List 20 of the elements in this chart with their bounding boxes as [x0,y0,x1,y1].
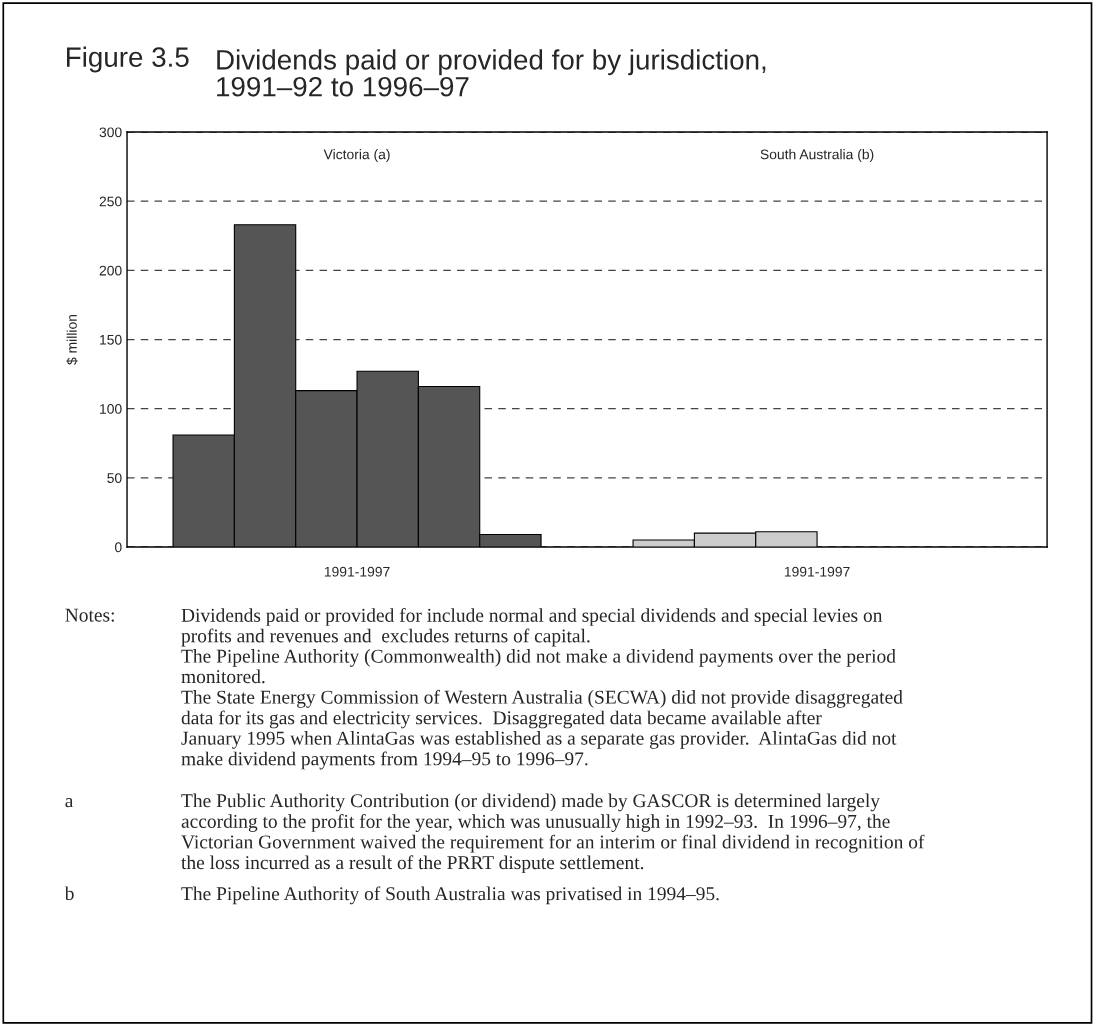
y-tick-label: 0 [114,542,122,553]
text: The Public Authority Contribution (or dividend) made by GASCOR is determined largely according to the profit for the year, which was unusually high in 1992–93. In 1996–97, the Victorian Government waived the requirement for an interim or final dividend in recognition of the loss incurred as a result of the PRRT dispute settlement. [181,793,925,874]
text: b [64,886,74,901]
y-tick-label: 50 [107,473,122,483]
annotation: South Australia (b) [760,149,874,163]
x-tick-label: 1991-1997 [784,566,850,577]
text: Dividends paid or provided for include normal and special dividends and special levies on profits and revenues and excludes returns of capital. The Pipeline Authority (Commonwealth) did not make a dividend payments over the period monitored. The State Energy Commission of Western Australia (SECWA) did not provide disaggregated data for its gas and electricity services. Disaggregated data became available after January 1995 when AlintaGas was established as a separate gas provider. AlintaGas did not make dividend payments from 1994–95 to 1996–97. [181,608,903,770]
y-tick-label: 250 [99,196,122,207]
chart-subtitle: Dividends paid or provided for by jurisdiction, 1991–92 to 1996–97 [217,49,766,97]
y-tick-label: 300 [99,127,122,138]
y-tick-label: 150 [100,334,122,345]
y-axis-title: $ million [66,314,78,365]
x-tick-label: 1991-1997 [324,566,390,577]
y-tick-label: 100 [100,403,122,414]
text: Notes: [65,608,114,622]
y-tick-label: 200 [99,265,122,276]
annotation: Victoria (a) [323,149,390,163]
text: a [65,797,74,808]
text: The Pipeline Authority of South Australia was privatised in 1994–95. [181,886,719,905]
chart-title: Figure 3.5 [67,46,189,73]
